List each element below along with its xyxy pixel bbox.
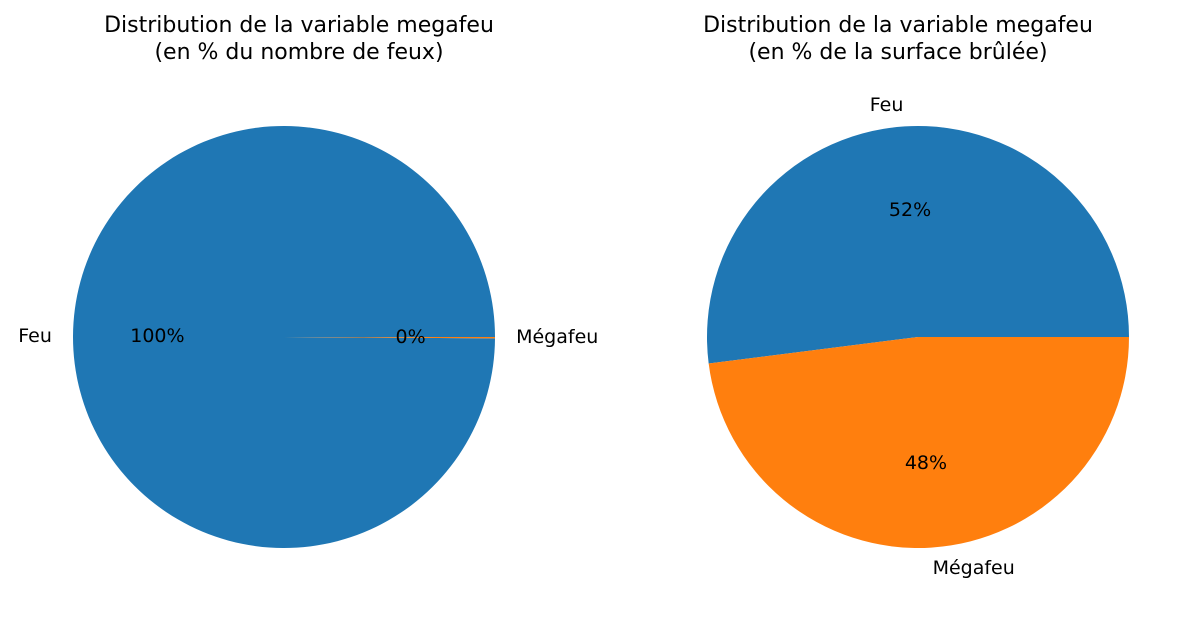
- chart-title-line-2: (en % du nombre de feux): [154, 40, 444, 65]
- pie-slice-m-gafeu: [708, 337, 1129, 549]
- slice-label: Feu: [18, 325, 52, 347]
- chart-title-line-1: Distribution de la variable megafeu: [104, 13, 494, 38]
- chart-title-line-1: Distribution de la variable megafeu: [703, 13, 1093, 38]
- pie-slice-m-gafeu: [284, 337, 495, 339]
- chart-title: Distribution de la variable megafeu (en …: [599, 12, 1197, 66]
- slice-percent-label: 48%: [905, 452, 947, 474]
- pie-slice-feu: [707, 126, 1129, 364]
- chart-title-line-2: (en % de la surface brûlée): [748, 40, 1048, 65]
- slice-label: Mégafeu: [933, 557, 1015, 579]
- pie-chart-count: Distribution de la variable megafeu (en …: [0, 0, 598, 617]
- pie-chart-area: Distribution de la variable megafeu (en …: [599, 0, 1197, 617]
- slice-percent-label: 100%: [130, 325, 184, 347]
- pie-slice-feu: [72, 126, 496, 549]
- slice-percent-label: 52%: [889, 199, 931, 221]
- slice-label: Feu: [870, 94, 904, 116]
- pie-plot: Feu 100% Mégafeu 0%: [18, 126, 598, 549]
- slice-label: Mégafeu: [516, 326, 598, 348]
- pie-plot: Feu 52% Mégafeu 48%: [707, 94, 1129, 579]
- slice-percent-label: 0%: [396, 326, 426, 348]
- chart-title: Distribution de la variable megafeu (en …: [0, 12, 598, 66]
